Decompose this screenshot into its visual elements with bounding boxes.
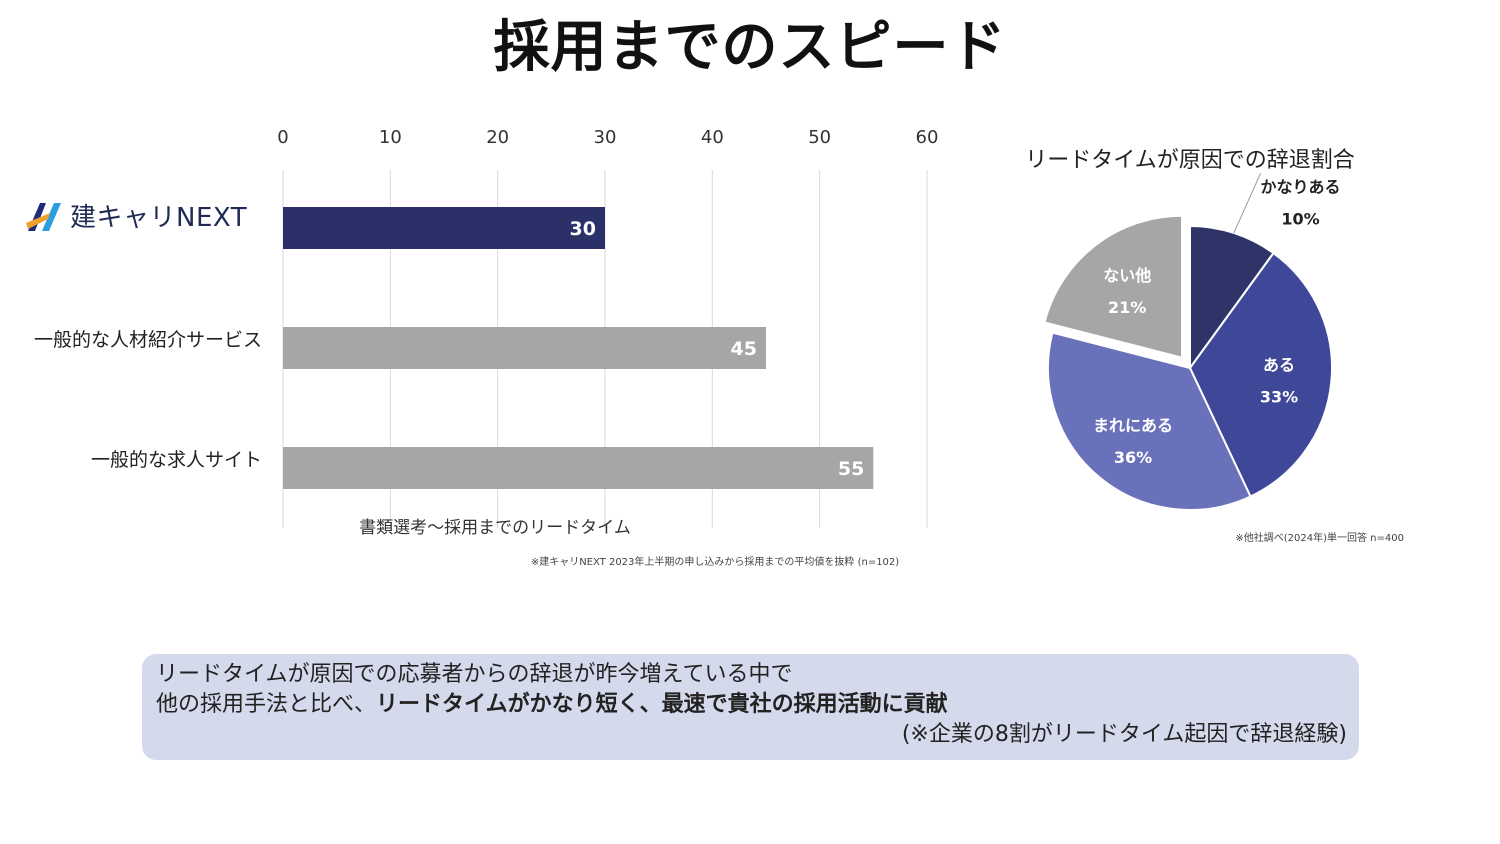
bar-chart-value-labels: 30 45 55 — [570, 218, 865, 480]
axis-tick-label: 20 — [486, 127, 509, 148]
pie-slice-percent: 10% — [1281, 209, 1319, 228]
bar-chart-axis-label: 書類選考～採用までのリードタイム — [359, 518, 631, 538]
bar-chart-bars — [283, 207, 874, 489]
bar — [283, 447, 874, 489]
bar-value-label: 55 — [838, 458, 864, 480]
callout-line-2: 他の採用手法と比べ、リードタイムがかなり短く、最速で貴社の採用活動に貢献 — [156, 690, 1347, 720]
pie-slice — [1043, 214, 1184, 360]
logo-text: 建キャリNEXT — [70, 203, 248, 233]
pie-chart: リードタイムが原因での辞退割合 かなりある 10% ある 33% まれにある 36% ない他… — [1025, 148, 1404, 544]
callout-line-2-normal: 他の採用手法と比べ、 — [156, 692, 377, 717]
pie-slice-label: ない他 — [1103, 266, 1151, 285]
callout-line-1: リードタイムが原因での応募者からの辞退が昨今増えている中で — [156, 662, 793, 687]
category-label: 一般的な求人サイト — [91, 449, 262, 471]
brand-logo: 建キャリNEXT — [26, 197, 247, 234]
callout-line-2-bold: リードタイムがかなり短く、最速で貴社の採用活動に貢献 — [376, 692, 948, 717]
pie-chart-labels: かなりある 10% ある 33% まれにある 36% ない他 21% — [1093, 173, 1341, 467]
logo-mark-icon — [26, 202, 61, 231]
pie-slice-label: かなりある — [1261, 177, 1341, 196]
pie-slice-percent: 33% — [1260, 387, 1298, 406]
pie-slice — [1189, 224, 1275, 372]
bar-chart-axis-ticks: 0 10 20 30 40 50 60 — [277, 127, 938, 148]
pie-slice-percent: 21% — [1108, 298, 1146, 317]
pie-slice-label: まれにある — [1093, 416, 1173, 435]
pie-slice — [1188, 251, 1333, 498]
category-label: 一般的な人材紹介サービス — [34, 329, 262, 351]
pie-slice — [1047, 331, 1252, 511]
axis-tick-label: 0 — [277, 127, 288, 148]
axis-tick-label: 50 — [808, 127, 831, 148]
pie-slice-label: ある — [1263, 355, 1295, 374]
bar-value-label: 45 — [731, 338, 757, 360]
bar-chart-footnote: ※建キャリNEXT 2023年上半期の申し込みから採用までの平均値を抜粋 (n=… — [531, 555, 899, 568]
axis-tick-label: 10 — [379, 127, 402, 148]
pie-slice-percent: 36% — [1114, 448, 1152, 467]
axis-tick-label: 60 — [916, 127, 939, 148]
bar-value-label: 30 — [570, 218, 596, 240]
pie-leader-line — [1233, 173, 1261, 234]
callout-note: (※企業の8割がリードタイム起因で辞退経験) — [901, 722, 1347, 747]
axis-tick-label: 40 — [701, 127, 724, 148]
pie-chart-slices — [1043, 214, 1333, 511]
pie-chart-footnote: ※他社調べ(2024年)単一回答 n=400 — [1235, 531, 1404, 544]
pie-chart-title: リードタイムが原因での辞退割合 — [1025, 148, 1355, 173]
bar — [283, 327, 766, 369]
axis-tick-label: 30 — [594, 127, 617, 148]
summary-callout: リードタイムが原因での応募者からの辞退が昨今増えている中で 他の採用手法と比べ、… — [142, 654, 1359, 760]
bar — [283, 207, 605, 249]
page-title: 採用までのスピード — [493, 15, 1007, 80]
